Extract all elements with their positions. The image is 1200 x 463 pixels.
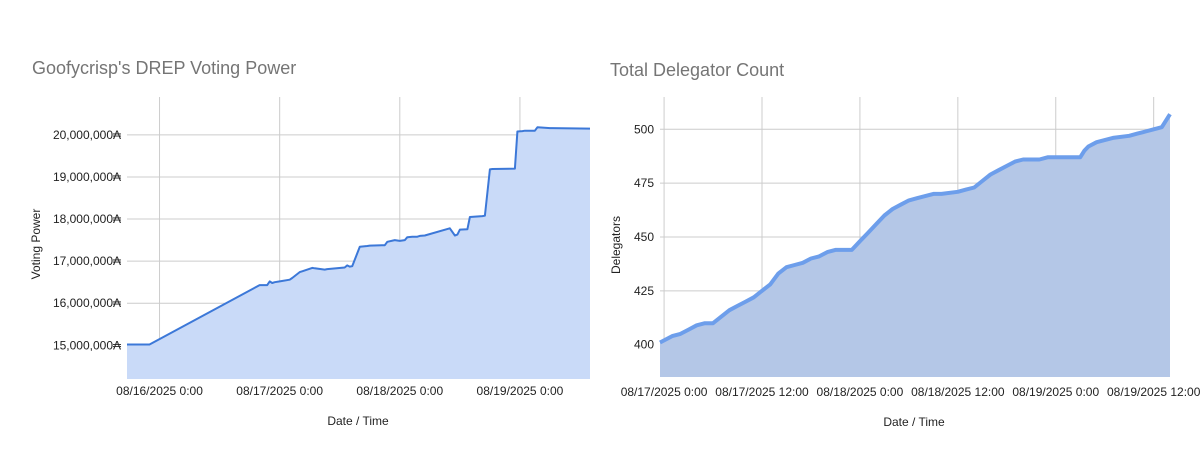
chart-title: Goofycrisp's DREP Voting Power [32,58,297,78]
series-area [127,127,590,379]
y-tick-label: 20,000,000₳ [53,128,122,142]
y-axis-label: Voting Power [29,209,43,280]
series-line [659,113,1172,345]
y-tick-label: 475 [634,176,654,190]
y-tick-label: 500 [634,122,654,136]
x-tick-label: 08/18/2025 12:00 [911,385,1005,399]
x-tick-label: 08/16/2025 0:00 [116,384,203,398]
y-tick-label: 17,000,000₳ [53,254,122,268]
x-tick-label: 08/17/2025 0:00 [621,385,708,399]
x-tick-label: 08/18/2025 0:00 [817,385,904,399]
x-axis-label: Date / Time [883,415,945,429]
chart-title: Total Delegator Count [610,60,785,80]
x-axis-label: Date / Time [327,414,389,428]
delegator-count-chart: Total Delegator Count 400 425 450 475 500 08/… [600,0,1200,463]
y-tick-label: 450 [634,230,654,244]
x-tick-label: 08/19/2025 12:00 [1107,385,1200,399]
delegator-count-plot: 400 425 450 475 500 08/17/2025 0:00 08/17/2025… [609,97,1200,429]
x-tick-label: 08/19/2025 0:00 [1012,385,1099,399]
y-axis-label: Delegators [609,216,623,274]
voting-power-chart: Goofycrisp's DREP Voting Power 15,000,00… [29,58,591,428]
y-tick-label: 18,000,000₳ [53,212,122,226]
y-tick-label: 425 [634,284,654,298]
x-tick-label: 08/18/2025 0:00 [356,384,443,398]
y-tick-label: 19,000,000₳ [53,170,122,184]
voting-power-plot: 15,000,000₳ 16,000,000₳ 17,000,000₳ 18,000,… [29,97,591,428]
series-line [127,126,591,346]
x-tick-label: 08/17/2025 12:00 [715,385,809,399]
y-tick-label: 400 [634,338,654,352]
series-area [660,114,1170,377]
y-tick-label: 16,000,000₳ [53,296,122,310]
y-tick-label: 15,000,000₳ [53,338,122,352]
x-tick-label: 08/19/2025 0:00 [477,384,564,398]
x-tick-label: 08/17/2025 0:00 [236,384,323,398]
